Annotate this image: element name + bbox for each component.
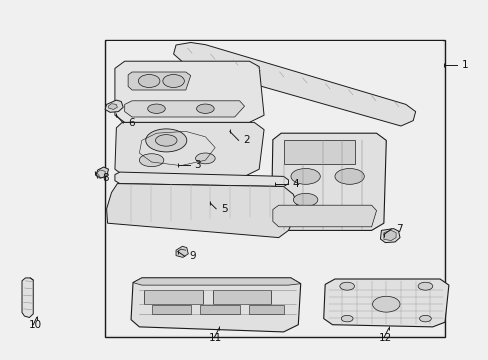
Text: 4: 4 (292, 179, 299, 189)
Ellipse shape (145, 129, 186, 152)
Ellipse shape (290, 168, 320, 184)
Ellipse shape (372, 296, 399, 312)
Ellipse shape (138, 75, 160, 87)
Ellipse shape (293, 193, 317, 206)
Text: 12: 12 (378, 333, 391, 343)
Ellipse shape (155, 135, 177, 146)
Polygon shape (383, 230, 395, 240)
Bar (200, 305, 239, 314)
Polygon shape (115, 61, 264, 122)
Ellipse shape (196, 104, 214, 113)
Bar (107, 41, 442, 335)
Polygon shape (115, 122, 264, 176)
Polygon shape (380, 229, 399, 243)
Polygon shape (105, 100, 123, 112)
Ellipse shape (419, 315, 430, 322)
Text: 11: 11 (209, 333, 222, 343)
Text: 3: 3 (194, 160, 201, 170)
Polygon shape (128, 72, 190, 90)
Polygon shape (271, 133, 386, 230)
Ellipse shape (334, 168, 364, 184)
Polygon shape (323, 279, 448, 327)
Bar (283, 140, 354, 164)
Ellipse shape (139, 154, 163, 167)
Polygon shape (173, 42, 415, 126)
Polygon shape (108, 104, 117, 109)
Ellipse shape (339, 282, 354, 290)
Text: 9: 9 (189, 251, 196, 261)
Ellipse shape (341, 315, 352, 322)
Polygon shape (96, 167, 108, 178)
Polygon shape (176, 246, 188, 257)
Polygon shape (106, 184, 298, 238)
Text: 8: 8 (102, 173, 109, 183)
Ellipse shape (195, 153, 215, 164)
Text: 6: 6 (128, 118, 135, 128)
Polygon shape (133, 278, 300, 285)
Text: 7: 7 (395, 224, 402, 234)
Bar (105, 40, 444, 337)
Text: 1: 1 (461, 60, 468, 70)
Polygon shape (131, 278, 300, 332)
Bar (249, 305, 283, 314)
Polygon shape (22, 278, 33, 318)
Polygon shape (272, 205, 376, 227)
Bar (151, 305, 190, 314)
Bar (212, 290, 271, 304)
Ellipse shape (163, 75, 184, 87)
Text: 10: 10 (28, 320, 41, 330)
Bar (144, 290, 203, 304)
Ellipse shape (417, 282, 432, 290)
Ellipse shape (147, 104, 165, 113)
Text: 2: 2 (243, 135, 250, 145)
Polygon shape (115, 172, 288, 186)
Text: 5: 5 (221, 204, 227, 214)
Polygon shape (124, 101, 244, 117)
